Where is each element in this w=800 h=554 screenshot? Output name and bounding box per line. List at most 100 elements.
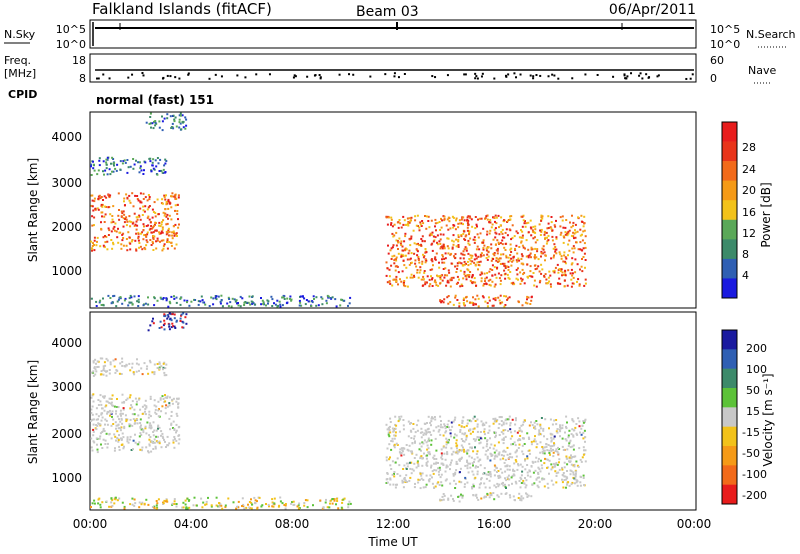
- echo-cell: [549, 445, 552, 448]
- echo-cell: [519, 497, 522, 500]
- echo-cell: [548, 427, 550, 430]
- echo-cell: [439, 276, 442, 279]
- echo-cell: [281, 502, 284, 505]
- echo-cell: [584, 418, 587, 421]
- echo-cell: [91, 199, 94, 202]
- echo-cell: [578, 420, 581, 423]
- echo-cell: [405, 276, 408, 279]
- echo-cell: [146, 231, 149, 234]
- echo-cell: [92, 400, 95, 403]
- echo-cell: [155, 247, 158, 250]
- echo-cell: [112, 423, 115, 425]
- echo-cell: [469, 216, 472, 219]
- echo-cell: [474, 253, 477, 256]
- echo-cell: [150, 225, 153, 227]
- echo-cell: [538, 433, 541, 435]
- echo-cell: [91, 418, 94, 421]
- echo-cell: [430, 417, 433, 420]
- echo-cell: [102, 304, 105, 307]
- echo-cell: [476, 470, 479, 473]
- echo-cell: [110, 302, 113, 305]
- echo-cell: [480, 277, 483, 280]
- echo-cell: [492, 417, 495, 420]
- echo-cell: [422, 253, 424, 256]
- echo-cell: [116, 437, 119, 440]
- echo-cell: [464, 464, 467, 467]
- echo-cell: [425, 227, 428, 230]
- echo-cell: [119, 297, 122, 300]
- echo-cell: [340, 298, 343, 301]
- echo-cell: [540, 263, 543, 266]
- echo-cell: [413, 252, 416, 255]
- echo-cell: [564, 262, 567, 265]
- echo-cell: [555, 475, 558, 477]
- echo-cell: [544, 273, 547, 276]
- echo-cell: [343, 299, 346, 302]
- echo-cell: [571, 274, 574, 277]
- echo-cell: [124, 365, 127, 368]
- echo-cell: [430, 233, 433, 236]
- echo-cell: [473, 241, 476, 244]
- echo-cell: [153, 363, 156, 366]
- echo-cell: [101, 501, 104, 504]
- echo-cell: [273, 502, 276, 505]
- echo-cell: [439, 247, 442, 250]
- echo-cell: [494, 431, 497, 434]
- echo-cell: [469, 466, 472, 469]
- echo-cell: [416, 429, 419, 432]
- echo-cell: [454, 433, 456, 436]
- freq-hi: 18: [72, 54, 86, 67]
- echo-cell: [505, 295, 508, 298]
- echo-cell: [570, 226, 573, 229]
- echo-cell: [547, 239, 550, 242]
- echo-cell: [116, 236, 119, 239]
- echo-cell: [141, 501, 144, 504]
- echo-cell: [239, 305, 242, 308]
- power-cbtick-20: 20: [742, 184, 756, 197]
- echo-cell: [469, 237, 472, 240]
- echo-cell: [492, 253, 495, 255]
- echo-cell: [475, 254, 477, 257]
- echo-cell: [118, 231, 121, 234]
- echo-cell: [451, 247, 454, 250]
- echo-cell: [459, 430, 462, 433]
- echo-cell: [469, 262, 472, 265]
- echo-cell: [542, 245, 545, 248]
- echo-cell: [418, 271, 421, 274]
- echo-cell: [457, 236, 460, 239]
- echo-cell: [458, 305, 461, 308]
- nave-point: [623, 74, 626, 77]
- nave-point: [507, 73, 510, 76]
- echo-cell: [574, 475, 577, 478]
- echo-cell: [410, 430, 413, 433]
- echo-cell: [581, 270, 584, 273]
- echo-cell: [422, 434, 425, 436]
- echo-cell: [129, 201, 132, 204]
- echo-cell: [567, 243, 570, 246]
- echo-cell: [496, 239, 499, 242]
- echo-cell: [106, 423, 109, 426]
- echo-cell: [498, 226, 500, 229]
- echo-cell: [207, 496, 209, 499]
- echo-cell: [504, 458, 507, 461]
- nave-point: [480, 75, 483, 78]
- echo-cell: [215, 295, 218, 298]
- echo-cell: [94, 368, 97, 371]
- echo-cell: [469, 429, 472, 432]
- echo-cell: [472, 494, 475, 496]
- echo-cell: [527, 221, 530, 224]
- echo-cell: [549, 453, 551, 456]
- echo-cell: [522, 479, 525, 482]
- echo-cell: [433, 416, 436, 418]
- echo-cell: [488, 270, 491, 273]
- echo-cell: [483, 495, 486, 498]
- echo-cell: [463, 485, 466, 488]
- velocity-panel: Slant Range [km] 1000 2000 3000 4000 Vel…: [26, 311, 775, 511]
- echo-cell: [485, 282, 488, 285]
- echo-cell: [460, 481, 463, 484]
- echo-cell: [524, 247, 526, 250]
- echo-cell: [142, 431, 145, 434]
- echo-cell: [156, 239, 159, 242]
- echo-cell: [398, 430, 401, 433]
- echo-cell: [286, 301, 289, 304]
